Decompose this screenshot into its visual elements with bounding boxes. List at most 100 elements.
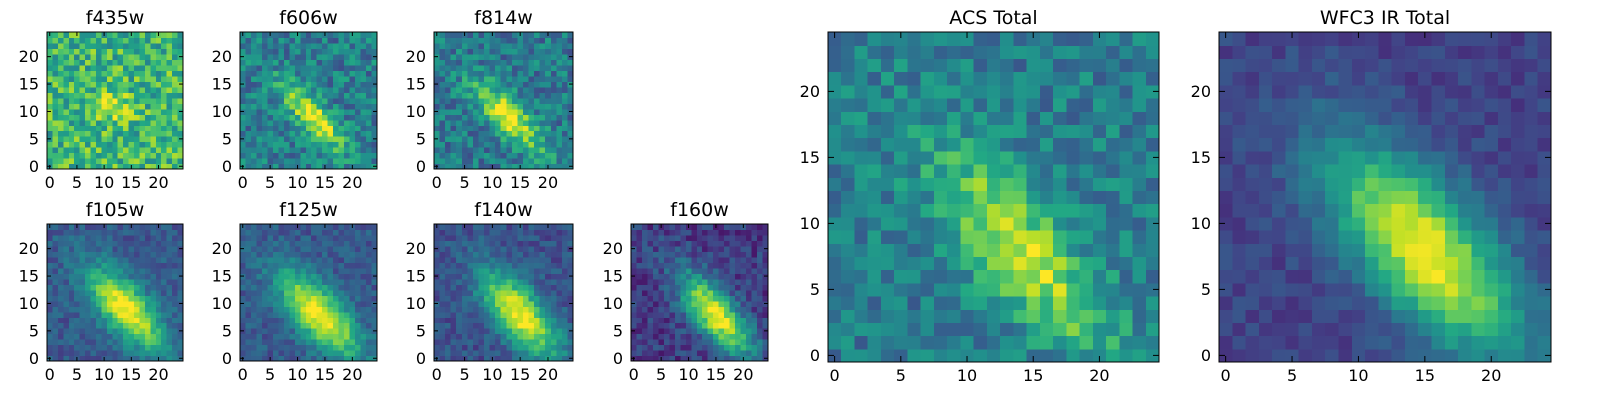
- heatmap-cell: [101, 262, 108, 269]
- heatmap-cell: [663, 278, 670, 285]
- heatmap-cell: [95, 97, 102, 104]
- heatmap-cell: [696, 262, 703, 269]
- heatmap-cell: [355, 300, 362, 307]
- heatmap-cell: [95, 278, 102, 285]
- heatmap-cell: [349, 103, 356, 110]
- heatmap-cell: [90, 278, 97, 285]
- heatmap-cell: [90, 108, 97, 115]
- heatmap-cell: [74, 125, 81, 132]
- heatmap-cell: [349, 256, 356, 263]
- heatmap-cell: [445, 317, 452, 324]
- heatmap-cell: [294, 64, 301, 71]
- heatmap-cell: [461, 229, 468, 236]
- heatmap-cell: [261, 328, 268, 335]
- heatmap-cell: [631, 306, 638, 313]
- y-tick-label: 20: [406, 239, 426, 258]
- heatmap-cell: [117, 245, 124, 252]
- heatmap-cell: [305, 163, 312, 170]
- heatmap-cell: [245, 59, 252, 66]
- heatmap-cell: [669, 273, 676, 280]
- heatmap-cell: [155, 328, 162, 335]
- heatmap-cell: [166, 114, 173, 121]
- heatmap-cell: [867, 203, 882, 218]
- heatmap-cell: [322, 234, 329, 242]
- heatmap-cell: [467, 163, 474, 170]
- heatmap-cell: [311, 163, 318, 170]
- heatmap-cell: [289, 59, 296, 66]
- heatmap-cell: [349, 240, 356, 247]
- heatmap-cell: [556, 355, 563, 362]
- heatmap-cell: [696, 350, 703, 357]
- heatmap-cell: [300, 240, 307, 247]
- heatmap-cell: [338, 311, 345, 318]
- heatmap-cell: [641, 245, 649, 252]
- heatmap-cell: [261, 240, 268, 247]
- heatmap-cell: [283, 245, 290, 252]
- y-tick-label: 5: [613, 321, 623, 340]
- heatmap-cell: [371, 86, 378, 93]
- heatmap-cell: [267, 256, 274, 263]
- heatmap-cell: [106, 300, 113, 307]
- heatmap-cell: [674, 284, 681, 291]
- heatmap-cell: [746, 245, 753, 252]
- heatmap-cell: [636, 344, 643, 351]
- heatmap-cell: [267, 141, 274, 148]
- heatmap-cell: [294, 97, 301, 104]
- heatmap-cell: [663, 300, 670, 307]
- heatmap-cell: [647, 306, 654, 313]
- heatmap-cell: [746, 267, 753, 274]
- heatmap-cell: [867, 335, 882, 350]
- heatmap-cell: [256, 295, 263, 302]
- heatmap-cell: [294, 59, 301, 66]
- heatmap-cell: [1119, 282, 1134, 297]
- heatmap-cell: [283, 273, 290, 280]
- heatmap-cell: [647, 333, 654, 340]
- heatmap-cell: [472, 42, 480, 50]
- heatmap-cell: [506, 81, 513, 88]
- heatmap-cell: [74, 328, 81, 335]
- heatmap-cell: [289, 125, 296, 132]
- heatmap-cell: [311, 64, 318, 71]
- heatmap-cell: [123, 48, 130, 55]
- heatmap-cell: [63, 119, 70, 126]
- heatmap-cell: [511, 32, 518, 39]
- heatmap-cell: [112, 234, 119, 242]
- heatmap-cell: [106, 163, 113, 170]
- heatmap-cell: [495, 240, 502, 247]
- heatmap-cell: [641, 267, 649, 274]
- heatmap-cell: [134, 81, 141, 88]
- heatmap-cell: [691, 251, 698, 258]
- heatmap-cell: [355, 234, 362, 242]
- heatmap-cell: [366, 125, 373, 132]
- heatmap-cell: [300, 152, 307, 159]
- heatmap-cell: [1053, 230, 1067, 244]
- heatmap-cell: [567, 289, 574, 296]
- heatmap-cell: [338, 141, 345, 148]
- heatmap-cell: [267, 251, 274, 258]
- heatmap-cell: [300, 234, 307, 242]
- heatmap-cell: [112, 273, 119, 280]
- heatmap-cell: [528, 32, 535, 39]
- heatmap-cell: [366, 234, 373, 242]
- heatmap-cell: [155, 97, 162, 104]
- heatmap-cell: [79, 59, 86, 66]
- heatmap-cell: [724, 306, 731, 313]
- heatmap-cell: [647, 278, 654, 285]
- heatmap-cell: [735, 350, 742, 357]
- heatmap-cell: [256, 152, 263, 159]
- heatmap-cell: [880, 269, 895, 284]
- heatmap-cell: [250, 267, 258, 274]
- heatmap-cell: [283, 339, 290, 346]
- heatmap-cell: [534, 152, 541, 159]
- heatmap-cell: [240, 114, 247, 121]
- heatmap-cell: [139, 59, 146, 66]
- heatmap-cell: [311, 119, 318, 126]
- heatmap-cell: [305, 158, 312, 165]
- heatmap-cell: [461, 147, 468, 154]
- heatmap-cell: [112, 256, 119, 263]
- heatmap-cell: [250, 75, 258, 82]
- heatmap-cell: [973, 282, 988, 297]
- heatmap-cell: [718, 224, 725, 231]
- heatmap-cell: [534, 158, 541, 165]
- heatmap-cell: [95, 229, 102, 236]
